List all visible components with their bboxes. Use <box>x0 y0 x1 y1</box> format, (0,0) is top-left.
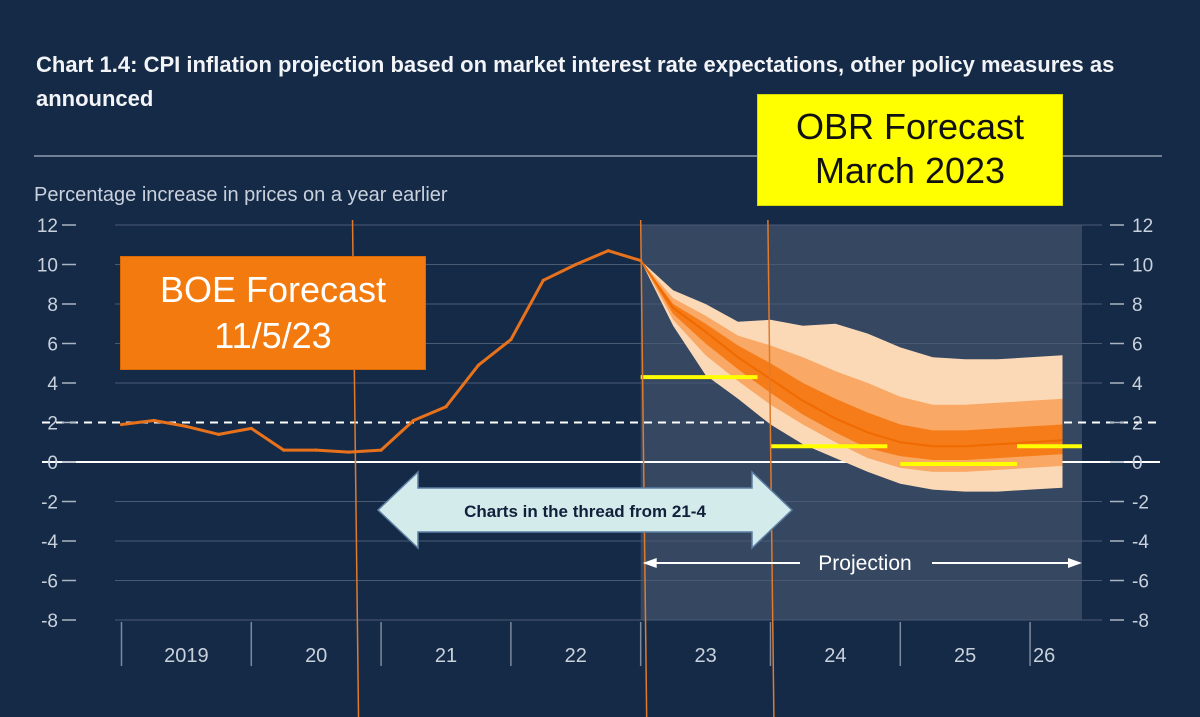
cpi-data-point <box>379 448 383 452</box>
y-tick-label-left: 4 <box>47 374 58 395</box>
period-marker-line <box>639 219 648 717</box>
cpi-data-point <box>347 450 351 454</box>
cpi-data-point <box>574 262 578 267</box>
y-tick-label-left: 10 <box>37 256 58 277</box>
obr-callout-line-1: OBR Forecast <box>795 106 1025 147</box>
x-tick-label: 26 <box>1033 645 1055 667</box>
y-tick-label-right: 6 <box>1132 335 1143 356</box>
x-tick-label: 21 <box>435 645 457 667</box>
cpi-data-point <box>249 426 253 431</box>
cpi-data-point <box>119 422 124 427</box>
y-tick-label-left: 8 <box>47 295 58 316</box>
x-tick-label: 25 <box>954 645 976 667</box>
y-tick-label-right: -4 <box>1132 532 1149 553</box>
x-tick-label: 23 <box>694 645 716 667</box>
cpi-data-point <box>411 418 416 423</box>
cpi-data-point <box>541 278 545 282</box>
x-tick-label: 20 <box>305 645 327 667</box>
cpi-data-point <box>282 448 286 452</box>
boe-callout-line-2: 11/5/23 <box>214 315 332 356</box>
boe-forecast-callout: BOE Forecast 11/5/23 <box>120 256 426 370</box>
fan-central-path <box>639 260 1063 448</box>
y-tick-label-left: 2 <box>47 414 58 435</box>
x-tick-label: 24 <box>824 645 846 667</box>
cpi-data-point <box>314 448 318 452</box>
cpi-data-point <box>184 424 188 429</box>
y-tick-label-left: -6 <box>41 572 58 593</box>
x-tick-label: 22 <box>565 645 587 667</box>
y-tick-label-left: 6 <box>47 335 58 356</box>
y-tick-label-left: -4 <box>41 532 58 553</box>
fan-band-inner <box>640 260 1063 460</box>
thread-range-label: Charts in the thread from 21-4 <box>464 502 706 521</box>
fan-band-middle <box>640 260 1063 472</box>
y-tick-label-right: -2 <box>1132 493 1149 514</box>
y-tick-label-right: 2 <box>1132 414 1143 435</box>
thread-range-arrow <box>376 470 794 550</box>
chart-title: Chart 1.4: CPI inflation projection base… <box>36 52 1115 111</box>
y-tick-label-right: 8 <box>1132 295 1143 316</box>
y-tick-label-right: -8 <box>1132 611 1149 632</box>
y-tick-label-left: 12 <box>37 216 58 237</box>
y-tick-label-left: 0 <box>47 453 58 474</box>
cpi-data-point <box>444 405 448 409</box>
projection-arrow-left-head <box>642 558 657 568</box>
y-tick-label-right: 10 <box>1132 256 1153 277</box>
cpi-data-point <box>509 337 513 342</box>
y-tick-label-left: -2 <box>41 493 58 514</box>
period-marker-line <box>767 219 775 717</box>
y-tick-label-right: -6 <box>1132 572 1149 593</box>
cpi-data-point <box>476 363 481 367</box>
obr-callout-line-2: March 2023 <box>814 150 1006 191</box>
x-tick-label: 2019 <box>164 645 209 667</box>
projection-label: Projection <box>818 552 911 575</box>
y-tick-label-right: 12 <box>1132 216 1153 237</box>
y-tick-label-left: -8 <box>41 611 58 632</box>
y-tick-label-right: 4 <box>1132 374 1143 395</box>
cpi-data-point <box>152 418 156 423</box>
cpi-data-point <box>606 249 610 253</box>
obr-forecast-callout: OBR Forecast March 2023 <box>757 94 1063 206</box>
boe-callout-line-1: BOE Forecast <box>159 269 387 310</box>
y-axis-label: Percentage increase in prices on a year … <box>34 184 448 206</box>
projection-arrow-right-head <box>1068 558 1082 568</box>
y-tick-label-right: 0 <box>1132 453 1143 474</box>
cpi-data-point <box>217 432 221 436</box>
